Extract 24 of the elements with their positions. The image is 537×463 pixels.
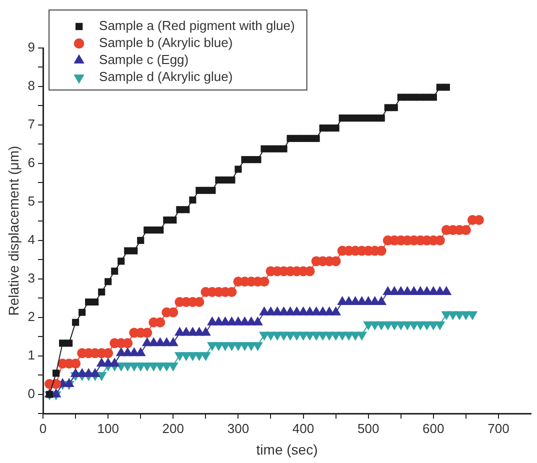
y-tick-label: 4 — [28, 232, 36, 247]
y-tick-label: 9 — [28, 40, 36, 55]
legend-label: Sample a (Red pigment with glue) — [99, 18, 295, 34]
y-tick-label: 0 — [28, 386, 36, 401]
x-tick-label: 100 — [97, 420, 119, 436]
x-tick-label: 300 — [227, 420, 250, 436]
y-tick-label: 6 — [28, 155, 36, 170]
legend-label: Sample d (Akrylic glue) — [99, 69, 233, 84]
y-tick-label: 1 — [28, 347, 36, 362]
y-tick-label: 2 — [28, 308, 36, 324]
legend-label: Sample b (Akrylic blue) — [99, 35, 233, 50]
x-tick-label: 200 — [162, 420, 184, 436]
x-tick-label: 700 — [488, 420, 510, 436]
x-axis-title: time (sec) — [256, 441, 318, 458]
y-tick-label: 5 — [28, 194, 36, 209]
y-tick-label: 8 — [28, 78, 36, 94]
x-tick-label: 500 — [357, 420, 380, 436]
legend-label: Sample c (Egg) — [99, 52, 189, 68]
x-tick-label: 600 — [422, 420, 444, 436]
x-tick-label: 0 — [39, 420, 47, 436]
x-tick-label: 400 — [292, 420, 314, 436]
y-tick-label: 7 — [28, 116, 36, 132]
y-axis-title: Relative displacement (μm) — [5, 146, 22, 316]
y-tick-label: 3 — [28, 270, 36, 286]
